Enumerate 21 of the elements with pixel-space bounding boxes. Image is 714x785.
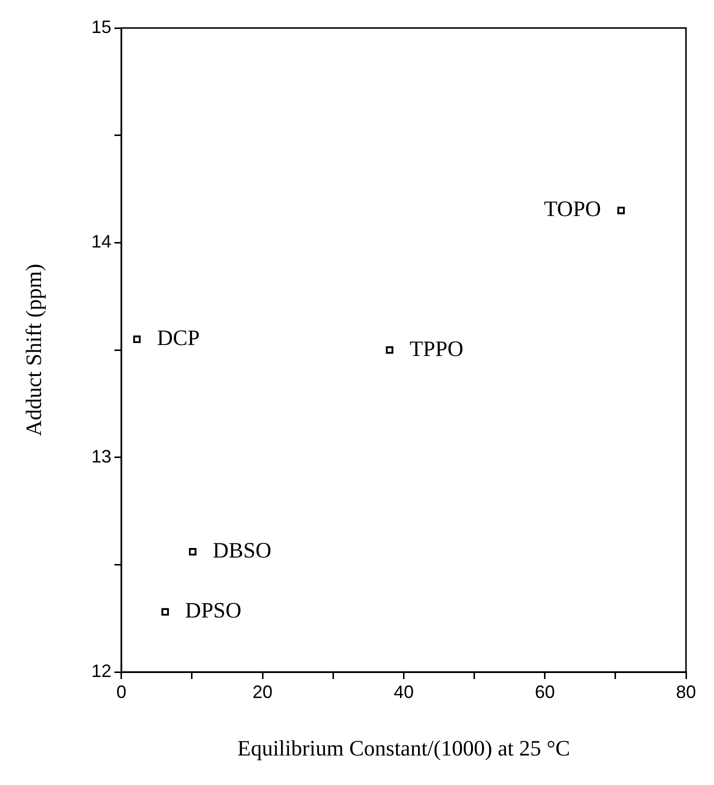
point [133,336,141,343]
x-tick-label: 20 [252,682,273,702]
y-tick-label: 13 [91,446,112,466]
x-axis-title: Equilibrium Constant/(1000) at 25 °C [237,736,570,761]
point [617,206,625,214]
y-tick-label: 15 [91,16,112,37]
annotation: TOPO [544,196,602,222]
x-tick-label: 80 [676,682,696,702]
annotation: DCP [156,325,200,350]
point [386,346,394,354]
point [188,548,196,556]
x-tick-label: 40 [394,682,414,702]
x-tick-label: 0 [116,682,126,702]
annotation: TPPO [410,336,464,361]
annotation: DPSO [185,598,242,623]
y-tick-label: 14 [91,232,112,252]
y-tick-label: 12 [91,660,112,681]
point [161,608,169,616]
annotation: DBSO [212,538,272,563]
x-tick-label: 60 [534,682,555,702]
y-axis-title: Adduct Shift (ppm) [20,264,46,436]
